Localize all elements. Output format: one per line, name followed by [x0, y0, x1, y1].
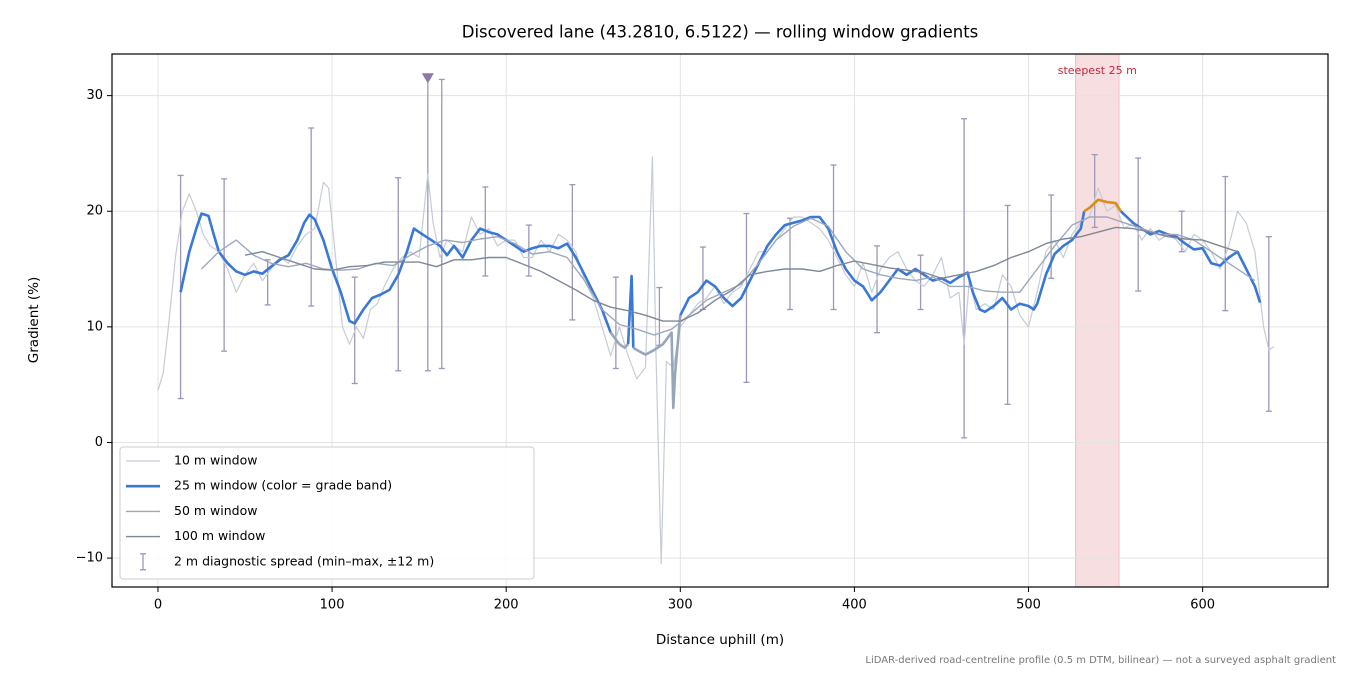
legend-swatch [140, 553, 146, 571]
legend-label: 2 m diagnostic spread (min–max, ±12 m) [174, 553, 434, 568]
y-tick-label: −10 [76, 551, 103, 566]
y-tick-label: 0 [95, 435, 103, 450]
legend-label: 10 m window [174, 453, 257, 468]
series-line [679, 210, 1086, 316]
x-tick-label: 300 [668, 598, 693, 613]
error-bar [830, 164, 837, 311]
error-bar [1265, 236, 1272, 412]
series-line [244, 226, 1238, 322]
error-bar [1178, 210, 1185, 253]
highlight-label: steepest 25 m [1058, 64, 1137, 77]
series-line [609, 331, 630, 349]
y-axis-label: Gradient (%) [26, 277, 42, 363]
series-line [179, 212, 612, 334]
error-bar [1135, 157, 1142, 292]
error-bar [1091, 153, 1098, 229]
error-bar [917, 254, 924, 311]
legend-label: 25 m window (color = grade band) [174, 478, 392, 493]
error-bar [1222, 175, 1229, 312]
x-tick-label: 0 [154, 598, 162, 613]
x-tick-label: 600 [1190, 598, 1215, 613]
error-bar [438, 78, 445, 370]
highlight-band [1075, 53, 1120, 588]
y-tick-label: 20 [86, 204, 103, 219]
error-bar [221, 178, 228, 352]
error-bar [612, 276, 619, 370]
error-bar [264, 259, 271, 306]
x-tick-label: 100 [320, 598, 345, 613]
clip-marker [421, 73, 434, 84]
y-tick-label: 10 [86, 319, 103, 334]
series-line [1083, 198, 1122, 213]
x-tick-label: 400 [842, 598, 867, 613]
chart-title: Discovered lane (43.2810, 6.5122) — roll… [462, 23, 979, 42]
legend-label: 50 m window [174, 503, 257, 518]
error-bar [961, 118, 968, 439]
series-line [626, 274, 635, 348]
x-tick-label: 200 [494, 598, 519, 613]
y-tick-label: 30 [86, 88, 103, 103]
legend-label: 100 m window [174, 528, 265, 543]
x-axis-label: Distance uphill (m) [656, 632, 784, 648]
series-line [1119, 210, 1262, 303]
x-tick-label: 500 [1016, 598, 1041, 613]
plot-frame [111, 53, 1329, 588]
error-bar [743, 212, 750, 384]
legend-box [119, 446, 535, 580]
series-line [632, 315, 682, 410]
footnote: LiDAR-derived road-centreline profile (0… [865, 655, 1336, 666]
error-bar [874, 245, 881, 334]
